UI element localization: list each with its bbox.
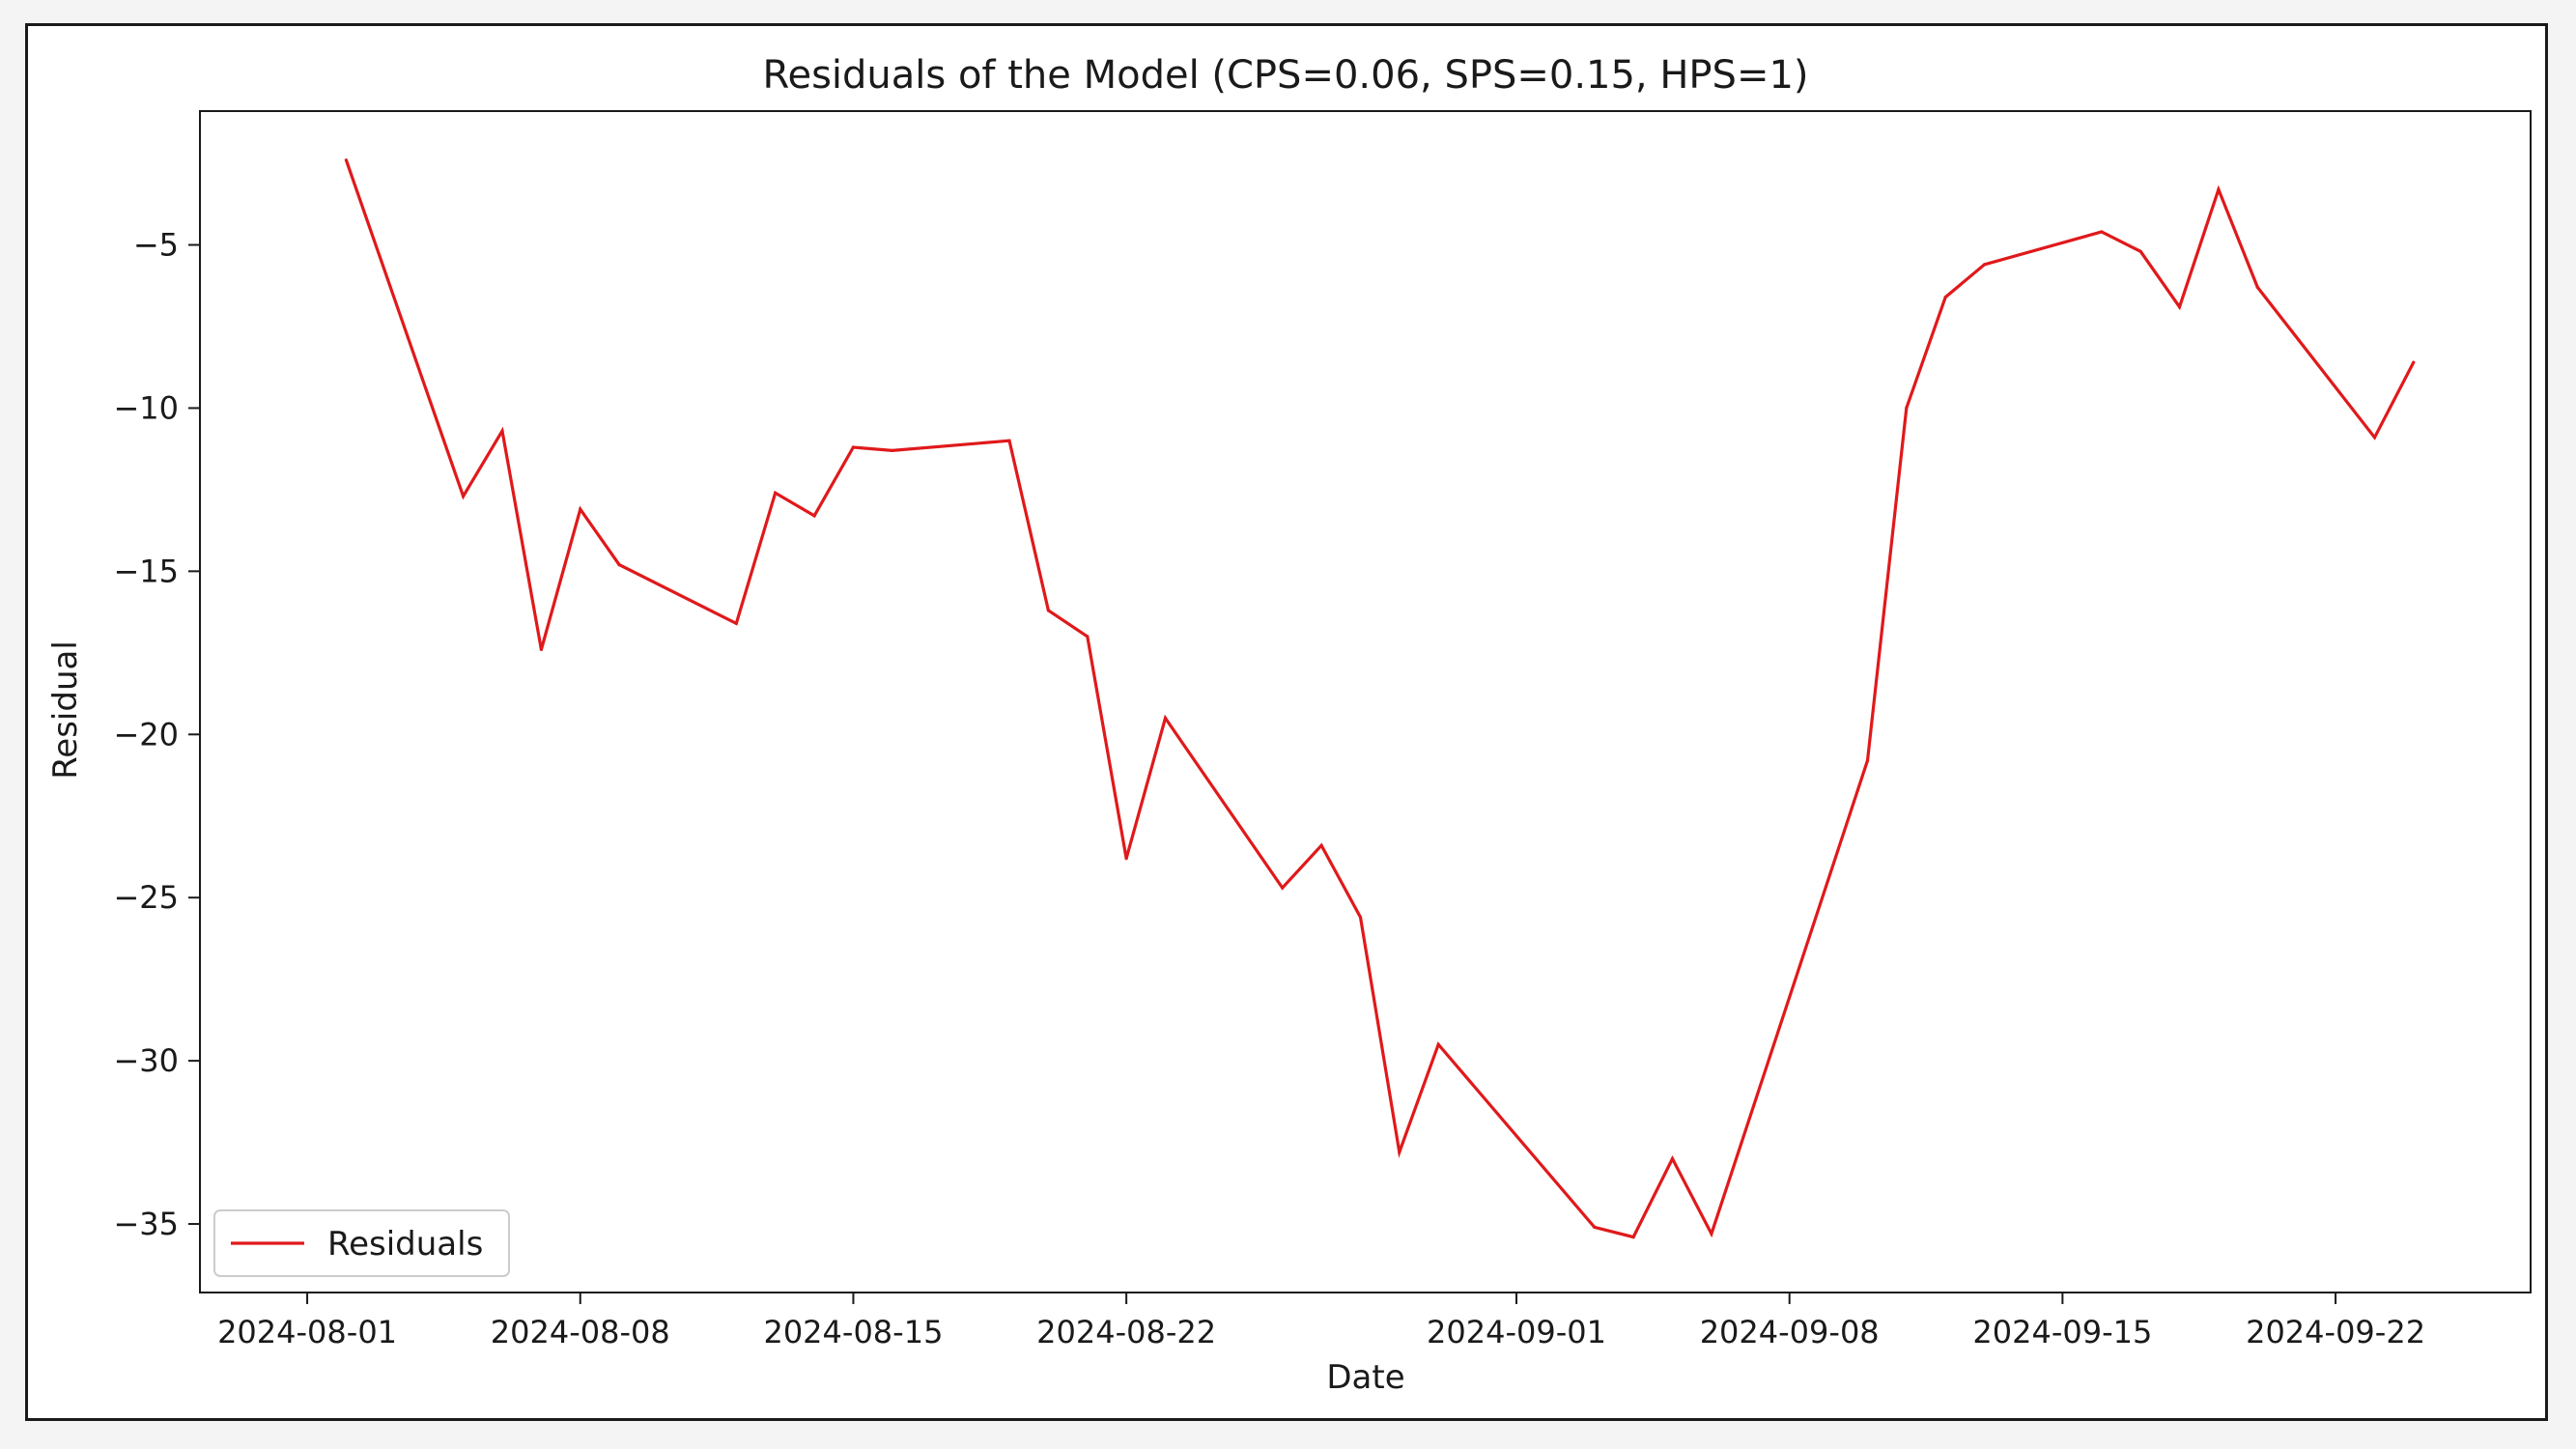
data-point bbox=[344, 158, 348, 162]
data-point bbox=[1905, 406, 1909, 410]
data-point bbox=[1163, 716, 1168, 721]
data-point bbox=[774, 491, 778, 495]
data-point bbox=[617, 563, 621, 567]
y-tick-label: −25 bbox=[113, 879, 179, 916]
legend-box bbox=[213, 1209, 510, 1277]
data-point bbox=[2100, 230, 2104, 234]
data-point bbox=[539, 647, 544, 652]
data-point bbox=[2138, 249, 2142, 253]
chart-svg: Residuals of the Model (CPS=0.06, SPS=0.… bbox=[46, 53, 2532, 1397]
data-point bbox=[1281, 886, 1285, 890]
x-tick-label: 2024-08-08 bbox=[491, 1314, 670, 1350]
y-tick-label: −10 bbox=[113, 389, 179, 426]
data-point bbox=[2412, 360, 2416, 364]
data-point bbox=[1865, 758, 1870, 762]
data-point bbox=[462, 495, 466, 498]
y-tick-label: −20 bbox=[113, 716, 179, 753]
data-point bbox=[1046, 609, 1050, 612]
data-point bbox=[2255, 285, 2259, 289]
data-point bbox=[2217, 187, 2221, 191]
data-point bbox=[2372, 436, 2377, 440]
data-point bbox=[1398, 1151, 1401, 1154]
data-point bbox=[1007, 439, 1011, 442]
y-tick-label: −35 bbox=[113, 1206, 179, 1242]
chart-title: Residuals of the Model (CPS=0.06, SPS=0.… bbox=[762, 53, 1808, 98]
y-tick-label: −15 bbox=[113, 553, 179, 589]
y-tick-label: −30 bbox=[113, 1042, 179, 1079]
data-point bbox=[1319, 843, 1323, 847]
data-point bbox=[579, 507, 582, 511]
legend: Residuals bbox=[213, 1209, 510, 1277]
data-point bbox=[851, 445, 856, 449]
data-point bbox=[734, 621, 738, 626]
data-point bbox=[1593, 1225, 1597, 1229]
x-tick-label: 2024-09-22 bbox=[2246, 1314, 2425, 1350]
data-point bbox=[1943, 296, 1947, 299]
x-tick-label: 2024-08-15 bbox=[763, 1314, 943, 1350]
data-point bbox=[1358, 915, 1363, 920]
data-point bbox=[891, 448, 894, 452]
plot-area bbox=[199, 110, 2532, 1293]
x-tick-label: 2024-09-08 bbox=[1700, 1314, 1880, 1350]
x-axis-label: Date bbox=[1326, 1358, 1404, 1397]
x-tick-label: 2024-09-01 bbox=[1427, 1314, 1606, 1350]
chart-frame: Residuals of the Model (CPS=0.06, SPS=0.… bbox=[25, 23, 2548, 1421]
x-tick-label: 2024-09-15 bbox=[1972, 1314, 2152, 1350]
data-point bbox=[812, 514, 816, 518]
x-tick-label: 2024-08-22 bbox=[1036, 1314, 1216, 1350]
data-point bbox=[1124, 857, 1128, 861]
data-point bbox=[1710, 1232, 1713, 1236]
residuals-series-line bbox=[344, 159, 2416, 1239]
data-point bbox=[1436, 1042, 1440, 1046]
data-point bbox=[1670, 1156, 1675, 1161]
y-tick-label: −5 bbox=[133, 227, 179, 264]
data-point bbox=[1983, 263, 1987, 267]
y-axis-ticks: −5 −10 −15 −20 −25 −30 −35 bbox=[113, 227, 200, 1242]
data-point bbox=[2177, 305, 2182, 309]
legend-label-residuals: Residuals bbox=[327, 1225, 483, 1264]
data-point bbox=[500, 429, 504, 433]
x-tick-label: 2024-08-01 bbox=[217, 1314, 397, 1350]
residuals-series-points bbox=[344, 158, 2416, 1239]
y-axis-label: Residual bbox=[46, 640, 85, 780]
data-point bbox=[1086, 635, 1090, 639]
x-axis-ticks: 2024-08-01 2024-08-08 2024-08-15 2024-08-22… bbox=[217, 1293, 2425, 1350]
data-point bbox=[1631, 1236, 1635, 1239]
